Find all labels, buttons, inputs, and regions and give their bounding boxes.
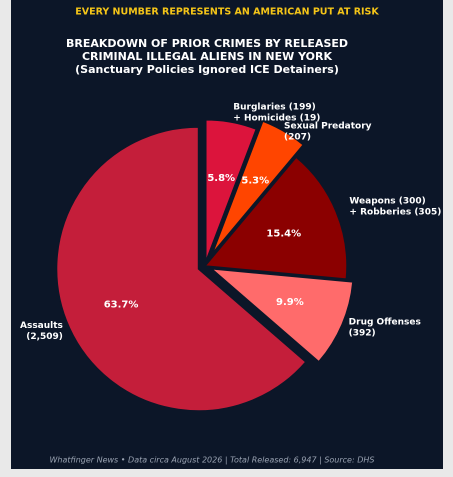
banner: EVERY NUMBER REPRESENTS AN AMERICAN PUT … — [75, 7, 379, 18]
slice-label: Drug Offenses — [349, 317, 421, 327]
pie-slice — [55, 126, 307, 412]
slice-label: + Robberies (305) — [349, 208, 441, 218]
pie-slice — [211, 120, 305, 255]
value-label: 9.9% — [276, 297, 304, 308]
slice-label: + Homicides (19) — [233, 113, 320, 123]
slice-label: Burglaries (199) — [233, 102, 315, 112]
slice-label: Assaults — [20, 321, 63, 331]
chart-title: CRIMINAL ILLEGAL ALIENS IN NEW YORK — [82, 50, 333, 63]
pie-slice — [205, 119, 258, 263]
slice-label: Sexual Predatory — [284, 121, 372, 131]
value-label: 63.7% — [104, 299, 139, 310]
slice-label: (2,509) — [26, 332, 63, 342]
slice-label: Weapons (300) — [349, 197, 425, 207]
footer: Whatfinger News • Data circa August 2026… — [50, 456, 375, 465]
chart-title: (Sanctuary Policies Ignored ICE Detainer… — [75, 63, 339, 76]
value-label: 5.8% — [207, 173, 235, 184]
value-label: 15.4% — [266, 229, 301, 240]
slice-label: (392) — [349, 328, 376, 338]
slice-label: (207) — [284, 132, 311, 142]
pie-slice — [203, 156, 348, 280]
value-label: 5.3% — [241, 175, 269, 186]
chart-title: BREAKDOWN OF PRIOR CRIMES BY RELEASED — [66, 37, 348, 50]
pie-slice — [209, 267, 354, 363]
